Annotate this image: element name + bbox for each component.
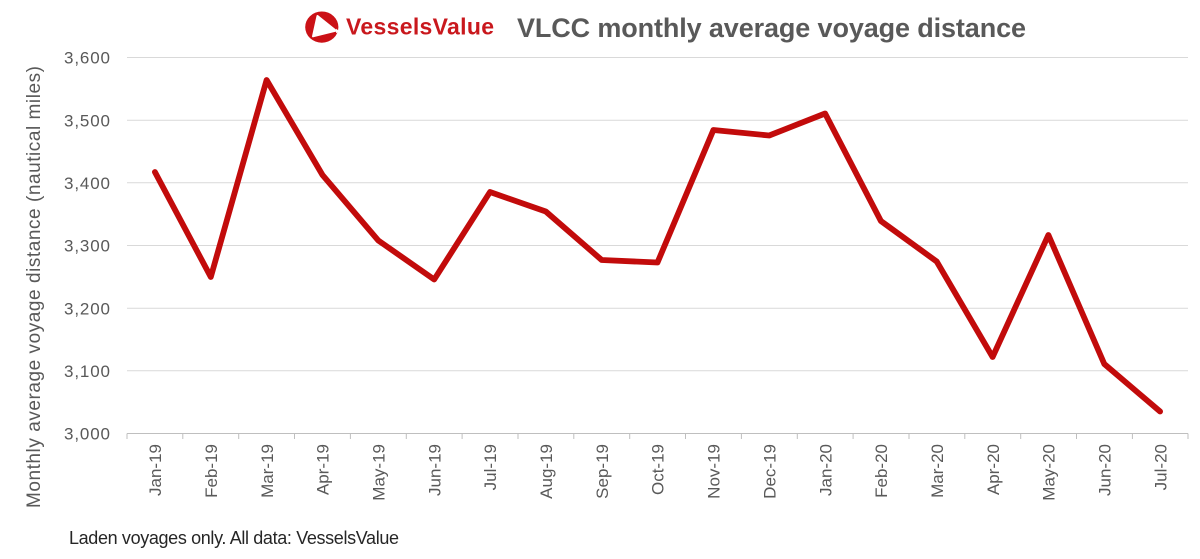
svg-text:3,500: 3,500: [64, 111, 110, 130]
svg-text:May-20: May-20: [1040, 444, 1059, 501]
svg-text:May-19: May-19: [370, 444, 389, 501]
svg-text:Feb-19: Feb-19: [202, 444, 221, 498]
svg-text:3,600: 3,600: [64, 49, 110, 68]
svg-text:VLCC monthly average voyage di: VLCC monthly average voyage distance: [517, 13, 1026, 43]
svg-text:Jun-20: Jun-20: [1096, 444, 1115, 496]
svg-text:Jul-20: Jul-20: [1151, 444, 1170, 490]
svg-text:Dec-19: Dec-19: [760, 444, 779, 499]
svg-text:Nov-19: Nov-19: [705, 444, 724, 499]
svg-text:Jan-19: Jan-19: [146, 444, 165, 496]
svg-text:3,400: 3,400: [64, 174, 110, 193]
svg-text:VesselsValue: VesselsValue: [346, 14, 494, 40]
svg-text:3,100: 3,100: [64, 362, 110, 381]
svg-text:Monthly average voyage distanc: Monthly average voyage distance (nautica…: [24, 66, 45, 508]
svg-text:3,300: 3,300: [64, 237, 110, 256]
svg-text:Jul-19: Jul-19: [481, 444, 500, 490]
svg-text:Feb-20: Feb-20: [872, 444, 891, 498]
svg-text:Mar-20: Mar-20: [928, 444, 947, 498]
svg-text:3,000: 3,000: [64, 425, 110, 444]
svg-text:Jan-20: Jan-20: [816, 444, 835, 496]
svg-text:Sep-19: Sep-19: [593, 444, 612, 499]
svg-text:Aug-19: Aug-19: [537, 444, 556, 499]
svg-text:Mar-19: Mar-19: [258, 444, 277, 498]
svg-text:3,200: 3,200: [64, 299, 110, 318]
svg-text:Laden voyages only. All data:: Laden voyages only. All data: VesselsVal…: [69, 528, 399, 548]
svg-text:Oct-19: Oct-19: [649, 444, 668, 495]
svg-text:Apr-19: Apr-19: [314, 444, 333, 495]
svg-text:Apr-20: Apr-20: [984, 444, 1003, 495]
svg-text:Jun-19: Jun-19: [425, 444, 444, 496]
